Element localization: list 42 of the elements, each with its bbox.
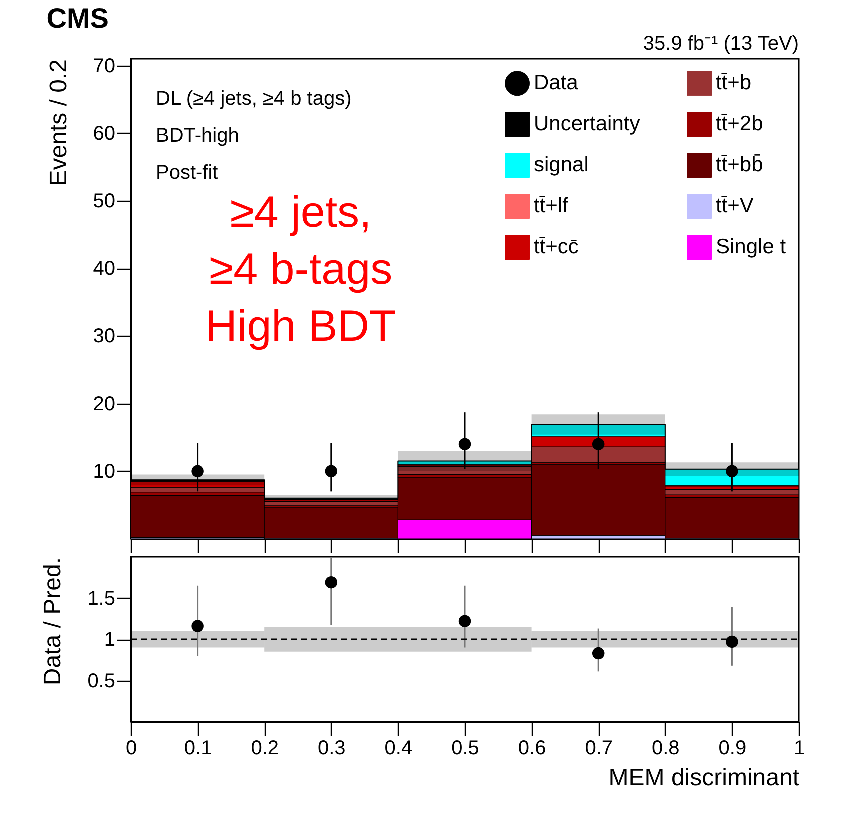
legend-label: tt̄+V <box>716 194 754 218</box>
x-tick-label: 0.3 <box>318 738 346 760</box>
legend-label: tt̄+b <box>716 72 752 95</box>
annotation: High BDT <box>206 302 396 351</box>
x-tick-label: 0.7 <box>585 738 614 760</box>
legend-label: signal <box>534 154 589 176</box>
x-tick-label: 0.2 <box>251 738 280 760</box>
legend-label: tt̄+bb̄ <box>716 154 764 176</box>
annotation: ≥4 b-tags <box>209 245 393 294</box>
x-tick-label: 0 <box>126 738 138 760</box>
legend-label: tt̄+lf <box>534 194 569 218</box>
annotation: DL (≥4 jets, ≥4 b tags) <box>156 88 352 110</box>
y-tick-label: 30 <box>93 326 116 348</box>
legend-label: Single t <box>716 236 786 258</box>
x-tick-label: 0.8 <box>652 738 680 760</box>
y-tick-label: 70 <box>93 55 116 78</box>
y-tick-label: 1.5 <box>88 588 116 610</box>
x-tick-label: 0.4 <box>384 738 413 760</box>
y-axis-title: Data / Pred. <box>40 558 67 686</box>
annotation: Post-fit <box>156 162 219 184</box>
x-tick-label: 0.9 <box>718 738 747 760</box>
x-tick-label: 0.5 <box>452 738 480 760</box>
y-tick-label: 20 <box>93 393 116 416</box>
y-tick-label: 1 <box>104 629 116 651</box>
y-tick-label: 10 <box>93 460 116 483</box>
y-tick-label: 40 <box>93 258 116 280</box>
legend-label: Uncertainty <box>534 112 641 136</box>
chart-title: CMS <box>46 3 109 34</box>
x-axis-title: MEM discriminant <box>608 764 800 792</box>
annotation: ≥4 jets, <box>230 188 372 237</box>
annotation: BDT-high <box>156 125 240 147</box>
x-tick-label: 1 <box>794 738 806 760</box>
x-tick-label: 0.6 <box>518 738 546 760</box>
y-tick-label: 50 <box>93 190 116 212</box>
y-tick-label: 60 <box>93 122 116 145</box>
text: 35.9 fb⁻¹ (13 TeV) <box>643 33 799 55</box>
legend-label: tt̄+2b <box>716 112 764 136</box>
y-tick-label: 0.5 <box>88 670 116 692</box>
y-axis-title: Events / 0.2 <box>45 60 72 186</box>
x-tick-label: 0.1 <box>184 738 212 760</box>
legend-label: Data <box>534 72 579 95</box>
legend-label: tt̄+cc̄ <box>534 236 579 258</box>
